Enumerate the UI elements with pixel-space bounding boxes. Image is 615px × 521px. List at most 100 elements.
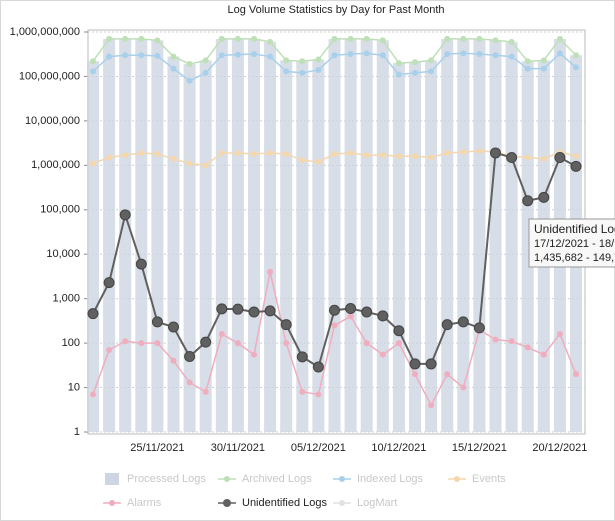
legend-swatch (339, 476, 345, 482)
tooltip-text: Unidentified Logs (534, 222, 615, 236)
series-point (186, 77, 193, 84)
series-point (138, 149, 145, 156)
series-point (363, 340, 370, 347)
series-point (540, 65, 547, 72)
series-point (234, 51, 241, 58)
series-point (540, 155, 547, 162)
series-point (428, 57, 435, 64)
series-point (106, 346, 113, 353)
series-point (492, 52, 499, 59)
bar (473, 38, 486, 433)
y-tick-label: 10 (68, 381, 80, 393)
series-point (170, 53, 177, 60)
series-point (492, 336, 499, 343)
series-point (573, 52, 579, 59)
series-point (573, 153, 579, 160)
series-point (202, 57, 209, 64)
series-point (315, 56, 322, 63)
series-point (184, 350, 196, 362)
legend-swatch (223, 499, 231, 507)
chart-title: Log Volume Statistics by Day for Past Mo… (227, 4, 444, 16)
series-point (395, 153, 402, 160)
y-tick-label: 100,000 (40, 204, 80, 216)
series-point (202, 388, 209, 395)
series-point (251, 50, 257, 57)
legend-label: Indexed Logs (357, 473, 424, 485)
series-point (90, 160, 96, 167)
series-point (280, 319, 292, 331)
series-point (90, 68, 96, 75)
series-point (234, 35, 241, 42)
series-point (556, 35, 563, 42)
bar (328, 38, 341, 433)
bar (151, 40, 164, 432)
series-point (345, 303, 357, 315)
series-point (524, 58, 531, 65)
series-point (170, 65, 177, 72)
series-point (283, 68, 290, 75)
series-point (283, 150, 290, 157)
series-point (460, 50, 467, 57)
series-point (138, 52, 145, 59)
series-point (251, 35, 257, 42)
series-point (186, 61, 193, 68)
y-tick-label: 100 (62, 337, 80, 349)
bar (425, 60, 438, 433)
legend-label: Unidentified Logs (242, 497, 328, 509)
series-point (412, 69, 418, 76)
series-point (200, 336, 212, 348)
legend-label: Archived Logs (242, 473, 312, 485)
series-point (87, 308, 99, 320)
bar (360, 38, 373, 433)
series-point (444, 50, 451, 57)
series-point (524, 344, 531, 351)
series-point (248, 306, 260, 318)
bar (231, 38, 244, 433)
series-point (570, 160, 582, 172)
series-point (412, 59, 418, 66)
series-point (138, 35, 145, 42)
series-point (186, 160, 193, 167)
series-point (122, 152, 129, 159)
y-tick-label: 1,000 (52, 293, 80, 305)
series-point (379, 152, 386, 159)
series-point (347, 35, 354, 42)
series-point (506, 152, 518, 164)
series-point (267, 149, 274, 156)
x-tick-label: 05/12/2021 (291, 442, 346, 454)
legend-label: Events (472, 473, 506, 485)
series-point (508, 53, 515, 60)
series-point (573, 371, 579, 378)
series-point (315, 158, 322, 165)
series-point (473, 322, 485, 334)
series-point (524, 65, 531, 72)
series-point (122, 52, 129, 59)
series-point (460, 384, 467, 391)
series-point (444, 35, 451, 42)
series-point (540, 351, 547, 358)
series-point (90, 58, 96, 65)
series-point (234, 149, 241, 156)
series-point (331, 35, 338, 42)
x-tick-label: 10/12/2021 (371, 442, 426, 454)
series-point (218, 52, 225, 59)
series-point (492, 37, 499, 44)
bar (409, 62, 421, 432)
series-point (122, 35, 129, 42)
legend-label: LogMart (357, 497, 397, 509)
y-tick-label: 100,000,000 (19, 70, 80, 82)
bar (344, 38, 357, 433)
y-tick-label: 1 (74, 426, 80, 438)
series-point (299, 58, 306, 65)
bar (87, 61, 99, 433)
series-point (347, 313, 354, 320)
series-point (264, 305, 276, 317)
series-point (444, 149, 451, 156)
series-point (168, 321, 179, 333)
bar (248, 38, 260, 433)
bar (215, 38, 228, 433)
series-point (522, 195, 534, 207)
series-point (490, 147, 501, 159)
series-point (508, 338, 515, 345)
series-point (538, 191, 550, 203)
